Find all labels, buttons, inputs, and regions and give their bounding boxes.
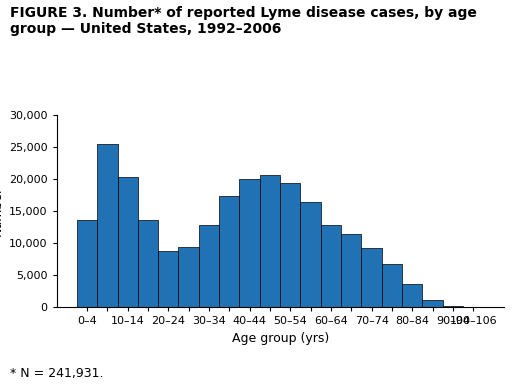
Bar bbox=[361, 248, 382, 307]
Bar bbox=[158, 251, 178, 307]
Bar bbox=[382, 264, 402, 307]
Bar bbox=[138, 220, 158, 307]
Bar bbox=[301, 202, 321, 307]
Bar bbox=[321, 225, 341, 307]
X-axis label: Age group (yrs): Age group (yrs) bbox=[231, 332, 329, 345]
Bar bbox=[219, 196, 240, 307]
Bar bbox=[280, 183, 301, 307]
Bar bbox=[443, 306, 463, 307]
Y-axis label: Number: Number bbox=[0, 186, 3, 236]
Bar bbox=[77, 220, 97, 307]
Text: FIGURE 3. Number* of reported Lyme disease cases, by age
group — United States, : FIGURE 3. Number* of reported Lyme disea… bbox=[10, 6, 477, 36]
Bar bbox=[402, 283, 423, 307]
Bar bbox=[118, 177, 138, 307]
Bar bbox=[341, 234, 361, 307]
Bar bbox=[463, 306, 483, 307]
Bar bbox=[97, 144, 118, 307]
Bar bbox=[199, 225, 219, 307]
Bar bbox=[240, 179, 260, 307]
Bar bbox=[178, 247, 199, 307]
Text: * N = 241,931.: * N = 241,931. bbox=[10, 367, 104, 380]
Bar bbox=[260, 175, 280, 307]
Bar bbox=[423, 300, 443, 307]
